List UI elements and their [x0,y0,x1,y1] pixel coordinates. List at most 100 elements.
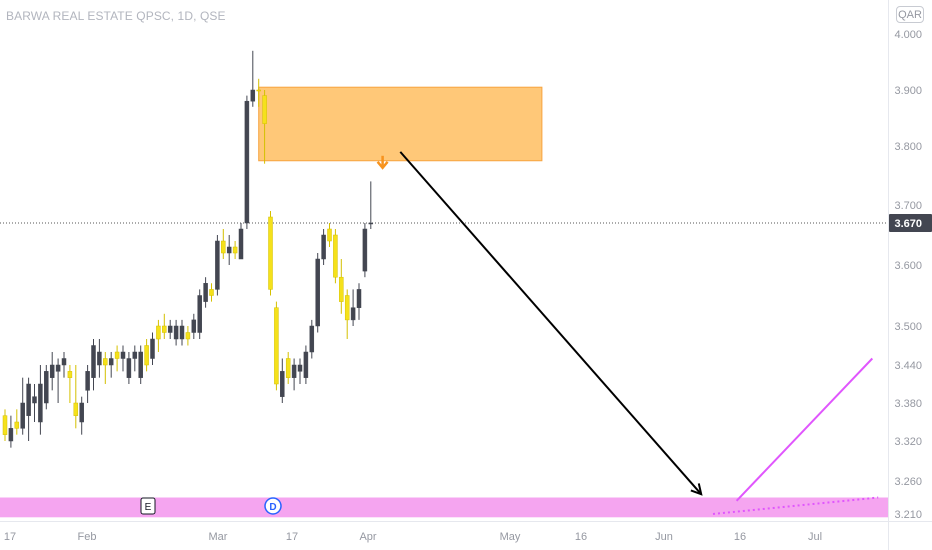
candle-body [262,95,267,124]
candle-body [256,89,261,92]
candle-body [120,351,126,359]
candle-body [73,402,79,416]
candle-body [49,364,55,378]
candle-body [132,351,138,359]
x-tick-label: 16 [734,531,746,543]
candle-body [108,358,114,366]
candle-body [368,222,374,225]
x-tick-label: Apr [359,531,376,543]
y-tick-label: 3.600 [894,260,922,272]
candle-body [309,325,315,353]
down-marker-icon [376,160,389,170]
projection-arrow-head [690,483,703,496]
candle-body [209,289,214,296]
earnings-event-label: E [145,502,152,513]
candle-body [61,358,67,366]
candle-body [350,307,356,321]
bottom-band [0,497,888,518]
candle-body [126,358,132,378]
price-axis-border [888,0,889,550]
candle-body [333,234,338,278]
candle-body [197,295,202,333]
x-tick-label: Mar [209,531,228,543]
candle-body [315,258,320,327]
y-tick-label: 3.700 [894,200,922,212]
candle-body [85,371,90,391]
candle-body [55,364,61,372]
candle-body [221,240,226,254]
candle-body [321,234,326,260]
candle-body [215,240,220,290]
candle-body [2,415,8,435]
candle-body [14,421,20,429]
candle-body [67,371,73,378]
candle-body [91,345,96,378]
x-tick-label: Feb [78,531,97,543]
candle-body [327,228,332,242]
x-tick-label: Jul [808,531,822,543]
candle-body [97,351,102,366]
candle-body [32,396,37,404]
candle-body [44,371,49,404]
candle-body [226,246,232,254]
candle-body [285,358,291,378]
candle-body [150,338,155,359]
candle-body [144,345,149,366]
x-tick-label: 17 [286,531,298,543]
candle-body [103,358,108,366]
projection-arrow-line [399,151,702,495]
last-price-label: 3.670 [894,218,922,230]
candle-body [339,276,344,302]
candle-body [244,100,250,224]
candle-body [114,351,120,359]
candle-body [156,325,161,340]
dividend-event-label: D [269,502,276,513]
candle-body [8,428,14,442]
candle-body [268,216,273,290]
candle-body [280,371,285,397]
candle-body [362,228,368,272]
candle-body [344,295,350,321]
candle-body [291,364,297,378]
candle-body [162,325,167,333]
supply-zone-rect [258,86,543,162]
candle-body [250,89,256,102]
y-tick-label: 3.500 [894,321,922,333]
dividend-event-icon [264,497,282,515]
candle-body [38,383,43,423]
y-tick-label: 3.210 [894,509,922,521]
candle-body [232,246,238,254]
candle-body [26,383,31,416]
candle-body [138,351,143,378]
x-tick-label: 16 [575,531,587,543]
chart-title: BARWA REAL ESTATE QPSC, 1D, QSE [6,9,226,23]
candle-body [297,364,303,372]
y-tick-label: 3.440 [894,360,922,372]
y-tick-label: 3.380 [894,398,922,410]
candle-body [191,319,197,333]
candle-body [356,289,362,308]
currency-badge[interactable]: QAR [896,6,924,23]
candle-body [185,332,191,340]
candle-body [274,307,279,385]
candle-body [203,283,208,302]
magenta-trend-line [735,357,874,502]
earnings-event-icon [140,497,156,515]
y-tick-label: 3.260 [894,476,922,488]
y-tick-label: 3.320 [894,436,922,448]
x-tick-label: Jun [655,531,673,543]
y-tick-label: 4.000 [894,29,922,41]
y-tick-label: 3.900 [894,85,922,97]
time-axis-border [0,521,932,522]
x-tick-label: 17 [4,531,16,543]
candle-body [20,402,25,429]
candle-body [303,351,309,378]
candle-body [167,325,173,333]
y-tick-label: 3.800 [894,141,922,153]
last-price-badge [889,214,932,232]
candle-body [79,402,84,423]
candle-body [179,325,185,340]
candle-body [238,228,244,260]
